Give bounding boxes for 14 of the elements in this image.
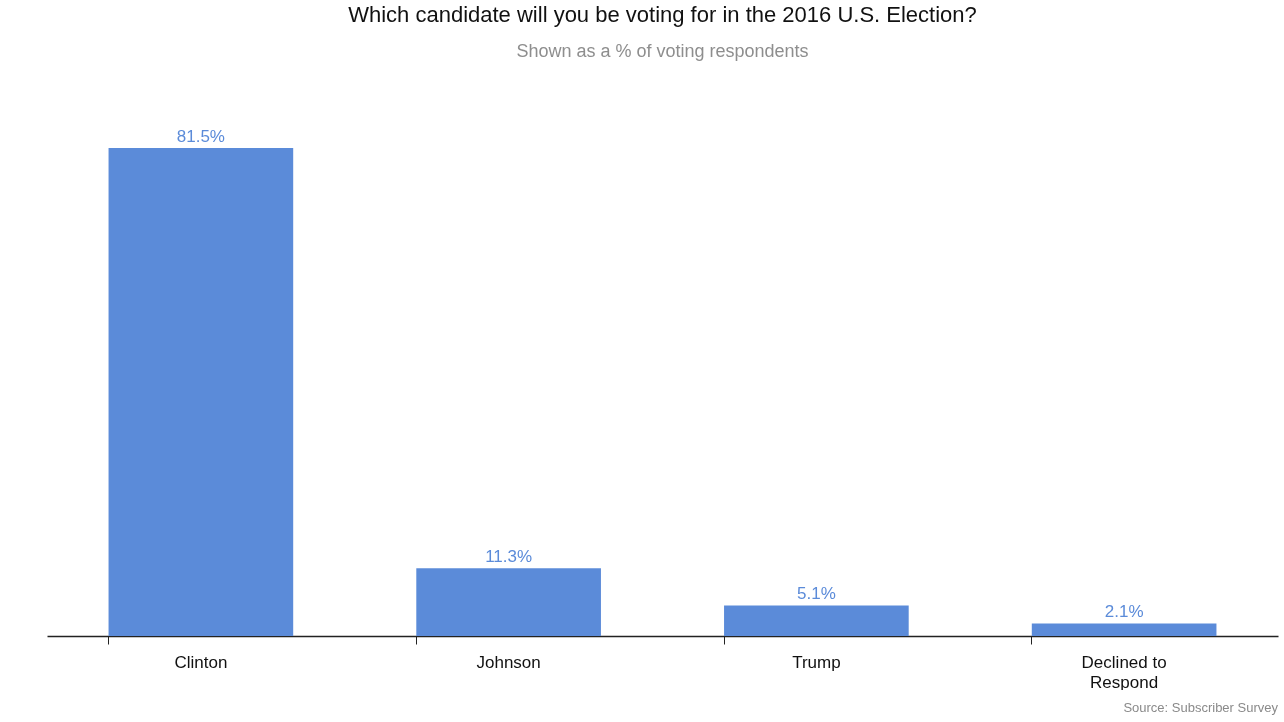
data-label: 5.1% xyxy=(797,584,836,604)
chart-title: Which candidate will you be voting for in the 2016 U.S. Election? xyxy=(348,2,977,27)
bar xyxy=(108,148,294,636)
source-note: Source: Subscriber Survey xyxy=(1123,700,1278,715)
x-tick-label: Clinton xyxy=(174,652,228,672)
x-tick-label: Johnson xyxy=(476,652,541,672)
chart-subtitle: Shown as a % of voting respondents xyxy=(516,41,809,61)
bar xyxy=(416,568,601,636)
data-label: 11.3% xyxy=(485,547,533,567)
bar xyxy=(1031,623,1217,636)
x-tick-label: Trump xyxy=(792,652,841,672)
data-label: 81.5% xyxy=(176,127,225,146)
bar xyxy=(724,605,909,636)
data-label: 2.1% xyxy=(1104,602,1144,622)
